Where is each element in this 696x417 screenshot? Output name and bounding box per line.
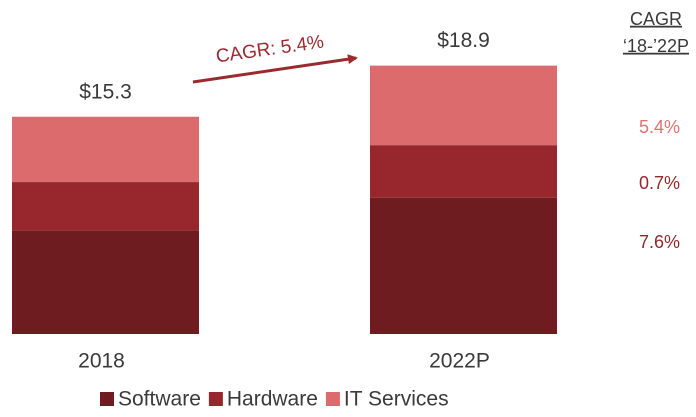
cagr-value: 0.7% bbox=[639, 173, 680, 193]
annotation: CAGR: 5.4% bbox=[215, 32, 326, 68]
bar-segment bbox=[370, 197, 557, 334]
legend-label: IT Services bbox=[344, 388, 449, 411]
legend-swatch bbox=[325, 392, 340, 406]
cagr-arrow bbox=[192, 54, 358, 84]
cagr-header: ‘18-’22P bbox=[623, 36, 689, 56]
bar-segment bbox=[12, 116, 199, 183]
cagr-header: CAGR bbox=[630, 9, 682, 29]
x-tick-label: 2018 bbox=[78, 350, 125, 373]
bar-segment bbox=[370, 65, 557, 146]
legend-label: Hardware bbox=[227, 388, 318, 411]
x-tick-label: 2022P bbox=[429, 350, 490, 373]
cagr-value: 7.6% bbox=[639, 232, 680, 252]
total-label: $18.9 bbox=[437, 29, 490, 52]
bar-segment bbox=[12, 230, 199, 334]
bar-segment bbox=[12, 182, 199, 231]
legend-swatch bbox=[100, 392, 114, 406]
bar-segment bbox=[370, 145, 557, 198]
total-label: $15.3 bbox=[79, 80, 132, 103]
legend-label: Software bbox=[118, 388, 201, 411]
cagr-value: 5.4% bbox=[639, 117, 680, 137]
legend-swatch bbox=[208, 392, 223, 406]
